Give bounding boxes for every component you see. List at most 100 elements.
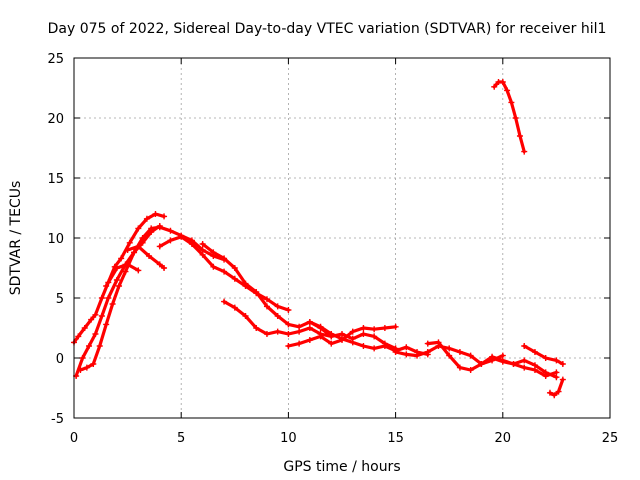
data-point — [553, 374, 560, 381]
data-point — [339, 335, 345, 342]
x-tick-label: 0 — [70, 431, 78, 446]
data-point — [116, 283, 123, 289]
data-point — [135, 267, 142, 274]
data-point — [285, 321, 292, 328]
data-point — [531, 362, 538, 369]
data-point — [152, 211, 159, 217]
data-point — [360, 331, 367, 337]
y-tick-label: 5 — [56, 292, 64, 307]
data-point — [478, 361, 485, 367]
data-point — [122, 268, 129, 275]
data-point — [98, 313, 105, 319]
data-point — [118, 255, 125, 262]
data-point — [296, 328, 303, 335]
data-point — [446, 345, 453, 352]
data-point — [96, 343, 103, 349]
data-point — [328, 331, 335, 337]
data-point — [504, 87, 511, 94]
data-point — [178, 233, 185, 240]
data-point — [306, 325, 313, 331]
data-point — [167, 237, 174, 244]
data-point — [328, 340, 335, 347]
data-point — [306, 319, 313, 325]
series-trace — [394, 344, 558, 378]
x-tick-label: 10 — [280, 431, 297, 446]
data-point — [381, 325, 388, 331]
data-point — [263, 296, 270, 303]
data-point — [467, 367, 474, 373]
series-trace — [104, 262, 140, 288]
data-point — [210, 249, 217, 256]
y-tick-label: 0 — [56, 352, 64, 367]
data-point — [79, 355, 86, 361]
data-point — [210, 263, 217, 270]
data-point — [371, 333, 378, 340]
data-point — [542, 355, 549, 361]
data-point — [285, 331, 292, 337]
y-tick-label: 15 — [47, 172, 64, 187]
data-point — [98, 295, 105, 301]
data-point — [456, 364, 463, 371]
data-point — [90, 361, 97, 367]
data-point — [156, 224, 163, 231]
x-axis-label: GPS time / hours — [283, 459, 400, 475]
data-point — [253, 289, 260, 295]
data-point — [512, 115, 519, 121]
data-point — [381, 343, 388, 349]
data-point — [231, 304, 238, 311]
data-point — [274, 328, 281, 335]
data-point — [253, 325, 260, 331]
data-point — [349, 328, 356, 335]
data-point — [105, 295, 112, 301]
data-point — [274, 313, 281, 319]
x-tick-label: 5 — [177, 431, 185, 446]
data-point — [199, 241, 206, 247]
data-point — [531, 349, 538, 355]
chart-title: Day 075 of 2022, Sidereal Day-to-day VTE… — [48, 21, 607, 37]
data-point — [317, 333, 324, 340]
data-point — [403, 351, 410, 358]
data-point — [435, 339, 442, 346]
data-point — [371, 345, 378, 352]
data-point — [242, 280, 249, 287]
data-point — [86, 343, 93, 349]
data-point — [161, 213, 168, 220]
data-point — [188, 241, 195, 247]
data-point — [274, 303, 281, 310]
data-point — [109, 301, 116, 307]
data-point — [516, 133, 523, 139]
tick-layer: 0 5 10 15 20 25 -5 0 5 10 15 20 25 — [47, 52, 618, 446]
data-point — [161, 265, 168, 271]
data-point — [139, 235, 146, 241]
data-point — [555, 388, 562, 395]
data-point — [143, 215, 150, 222]
data-point — [360, 343, 367, 349]
data-point — [559, 376, 566, 383]
data-point — [349, 339, 356, 346]
data-point — [135, 243, 142, 250]
series-trace — [74, 224, 162, 378]
data-point — [83, 364, 90, 371]
y-axis-label: SDTVAR / TECUs — [8, 181, 24, 296]
series-arc-16 — [491, 79, 528, 155]
data-point — [489, 355, 496, 361]
data-point — [551, 392, 558, 399]
data-point — [221, 268, 228, 275]
data-point — [146, 253, 153, 259]
data-point — [285, 307, 292, 313]
y-tick-label: 25 — [47, 52, 64, 67]
y-tick-label: 10 — [47, 232, 64, 247]
data-point — [263, 331, 270, 337]
data-point — [491, 83, 498, 90]
series-arc-11 — [392, 343, 560, 379]
x-tick-label: 20 — [495, 431, 512, 446]
grid-layer — [74, 58, 610, 418]
data-point — [285, 343, 292, 349]
data-point — [75, 333, 82, 340]
data-point — [508, 99, 515, 106]
x-tick-label: 25 — [602, 431, 619, 446]
y-tick-label: 20 — [47, 112, 64, 127]
data-point — [499, 358, 506, 365]
